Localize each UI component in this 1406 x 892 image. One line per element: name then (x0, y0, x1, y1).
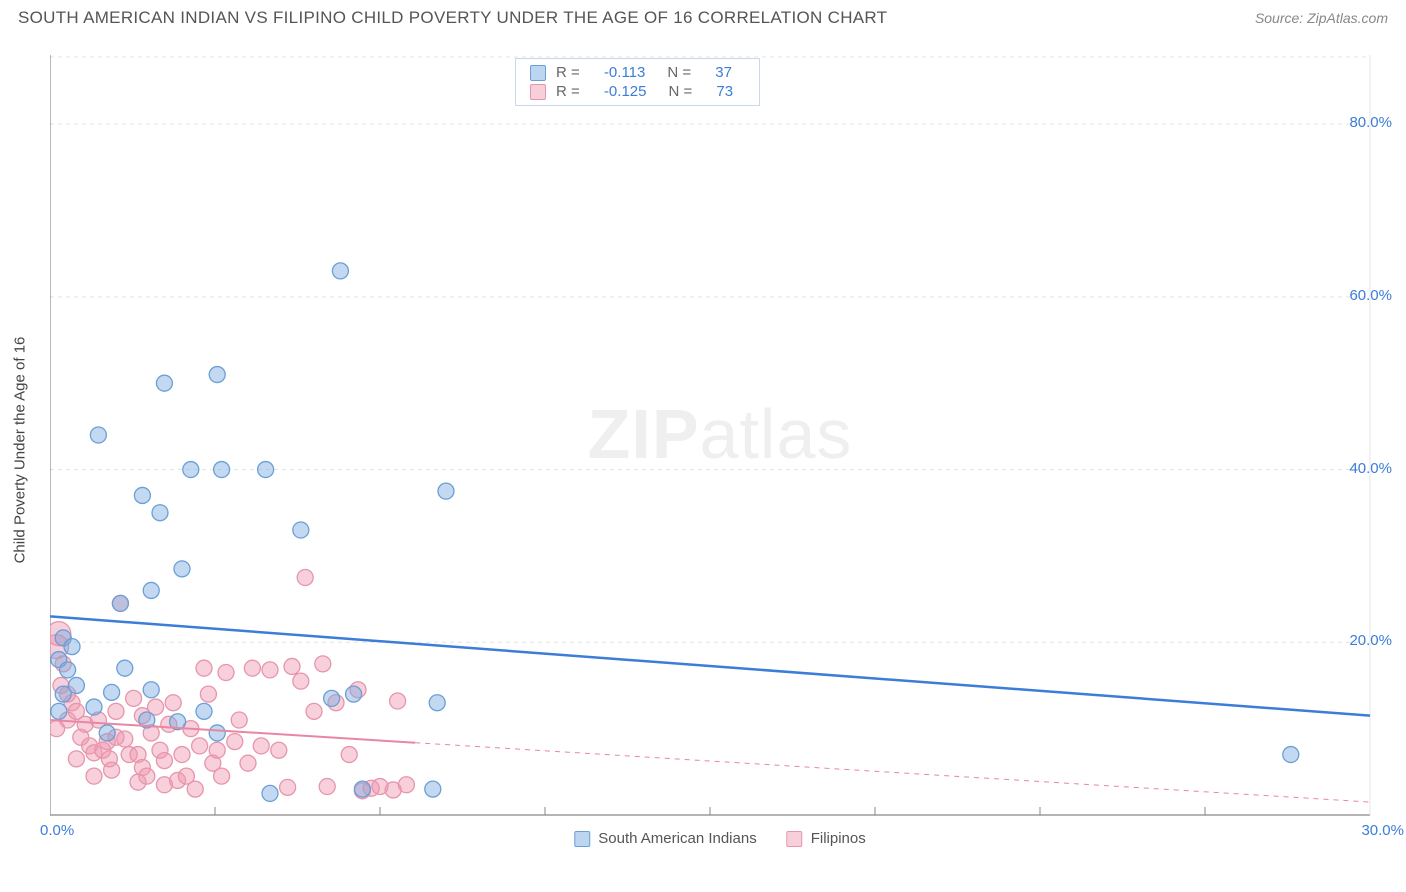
correlation-box: R = -0.113 N = 37 R = -0.125 N = 73 (515, 58, 760, 106)
legend-label-blue: South American Indians (598, 830, 756, 847)
x-tick-0: 0.0% (40, 822, 74, 839)
scatter-plot (50, 55, 1390, 845)
legend-swatch-blue-icon (574, 831, 590, 847)
swatch-pink-icon (530, 84, 546, 100)
legend-swatch-pink-icon (787, 831, 803, 847)
y-tick-60: 60.0% (1349, 287, 1392, 304)
source-label: Source: ZipAtlas.com (1255, 10, 1388, 26)
chart-title: SOUTH AMERICAN INDIAN VS FILIPINO CHILD … (18, 8, 887, 28)
swatch-blue-icon (530, 65, 546, 81)
chart-area: Child Poverty Under the Age of 16 ZIPatl… (50, 55, 1390, 845)
y-tick-80: 80.0% (1349, 114, 1392, 131)
corr-row-pink: R = -0.125 N = 73 (516, 82, 759, 101)
legend-item-pink: Filipinos (787, 830, 866, 847)
legend-item-blue: South American Indians (574, 830, 756, 847)
legend: South American Indians Filipinos (574, 830, 865, 847)
y-axis-label: Child Poverty Under the Age of 16 (12, 337, 29, 564)
y-tick-20: 20.0% (1349, 632, 1392, 649)
legend-label-pink: Filipinos (811, 830, 866, 847)
x-tick-1: 30.0% (1361, 822, 1404, 839)
y-tick-40: 40.0% (1349, 460, 1392, 477)
corr-row-blue: R = -0.113 N = 37 (516, 63, 759, 82)
